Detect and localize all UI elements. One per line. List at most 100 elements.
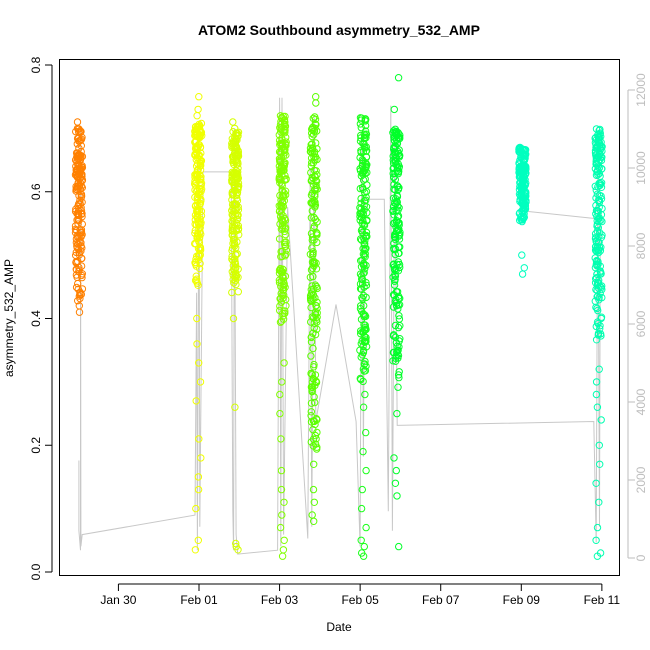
- data-point: [306, 144, 315, 152]
- data-point: [78, 176, 87, 185]
- data-point: [282, 175, 290, 184]
- data-point: [234, 174, 243, 182]
- points-layer: [71, 74, 606, 560]
- data-point: [516, 197, 524, 206]
- data-point: [76, 200, 84, 208]
- data-point: [230, 279, 238, 287]
- data-point-outlier: [359, 447, 367, 456]
- data-point: [358, 275, 366, 283]
- data-point: [390, 144, 398, 153]
- data-point: [281, 140, 290, 149]
- data-point: [278, 186, 286, 194]
- data-point: [393, 164, 402, 172]
- data-point-outlier: [194, 485, 203, 494]
- data-point: [515, 173, 524, 181]
- data-point: [234, 185, 242, 194]
- data-point: [393, 347, 402, 355]
- left-axis: 0.0 0.2 0.4 0.6 0.8: [29, 56, 53, 580]
- data-point: [72, 205, 80, 213]
- data-point: [74, 152, 82, 161]
- left-tick-label: 0.4: [29, 310, 43, 327]
- data-point: [78, 270, 87, 278]
- data-point: [232, 170, 241, 179]
- data-point: [596, 325, 604, 333]
- data-point: [275, 235, 284, 243]
- data-point-outlier: [310, 517, 318, 525]
- data-point: [361, 250, 369, 258]
- data-point: [309, 442, 317, 450]
- bottom-axis: Jan 30 Feb 01 Feb 03 Feb 05 Feb 07 Feb 09 Feb …: [100, 583, 620, 607]
- data-point-outlier: [278, 511, 286, 519]
- data-point-outlier: [280, 498, 288, 506]
- data-point: [596, 322, 604, 330]
- data-point: [592, 275, 600, 283]
- data-point: [308, 383, 316, 391]
- data-point: [75, 192, 83, 200]
- data-point: [193, 144, 202, 152]
- data-point: [74, 279, 82, 288]
- data-point: [594, 292, 602, 300]
- data-point: [596, 125, 604, 134]
- data-point: [75, 171, 83, 179]
- data-point: [76, 127, 84, 135]
- data-point: [230, 239, 239, 248]
- data-point: [595, 246, 603, 254]
- right-tick-label: 12000: [634, 73, 648, 107]
- data-point: [308, 140, 316, 148]
- data-point: [359, 291, 368, 300]
- left-tick-label: 0.2: [29, 437, 43, 454]
- data-point: [390, 291, 399, 300]
- data-point-outlier: [395, 542, 403, 551]
- data-point: [357, 134, 365, 142]
- data-point-outlier: [393, 409, 401, 418]
- right-axis: 0 2000 4000 6000 8000 10000 12000: [627, 73, 648, 561]
- data-point: [393, 217, 401, 225]
- data-point: [281, 242, 289, 251]
- data-point: [74, 125, 83, 134]
- data-point: [230, 235, 239, 244]
- data-point: [276, 207, 284, 215]
- data-point: [72, 162, 80, 171]
- data-point: [277, 253, 285, 261]
- right-tick-label: 0: [634, 554, 648, 561]
- data-point: [361, 117, 369, 125]
- data-point: [280, 165, 288, 174]
- data-point: [395, 153, 404, 161]
- data-point-outlier: [392, 466, 400, 475]
- data-point-outlier: [229, 118, 237, 126]
- y-axis-label: asymmetry_532_AMP: [2, 259, 16, 377]
- data-point: [280, 120, 289, 129]
- data-point: [77, 163, 86, 171]
- data-point: [311, 431, 320, 440]
- data-point: [362, 244, 370, 253]
- data-point: [358, 228, 367, 237]
- data-point: [591, 263, 600, 272]
- data-point: [362, 130, 371, 138]
- data-point: [191, 131, 199, 140]
- data-point-outlier: [593, 523, 602, 532]
- bottom-tick-label: Feb 07: [422, 593, 460, 607]
- data-point: [390, 173, 398, 182]
- data-point: [72, 226, 81, 235]
- data-point: [232, 272, 240, 280]
- data-point: [275, 278, 284, 287]
- data-point: [395, 235, 404, 243]
- data-point: [275, 155, 284, 163]
- data-point-outlier: [193, 314, 201, 323]
- data-point-outlier: [592, 378, 601, 386]
- data-point-outlier: [195, 93, 203, 101]
- data-point: [310, 393, 318, 401]
- data-point: [596, 180, 605, 188]
- data-point: [231, 255, 239, 263]
- right-tick-label: 2000: [634, 466, 648, 493]
- data-point: [394, 350, 402, 358]
- data-point-outlier: [309, 485, 318, 494]
- data-point: [277, 114, 286, 122]
- data-point: [358, 294, 366, 302]
- data-point: [390, 180, 398, 189]
- data-point: [282, 246, 290, 254]
- data-point: [391, 272, 400, 280]
- data-point: [596, 130, 604, 138]
- data-point: [313, 155, 321, 164]
- data-point: [308, 149, 316, 157]
